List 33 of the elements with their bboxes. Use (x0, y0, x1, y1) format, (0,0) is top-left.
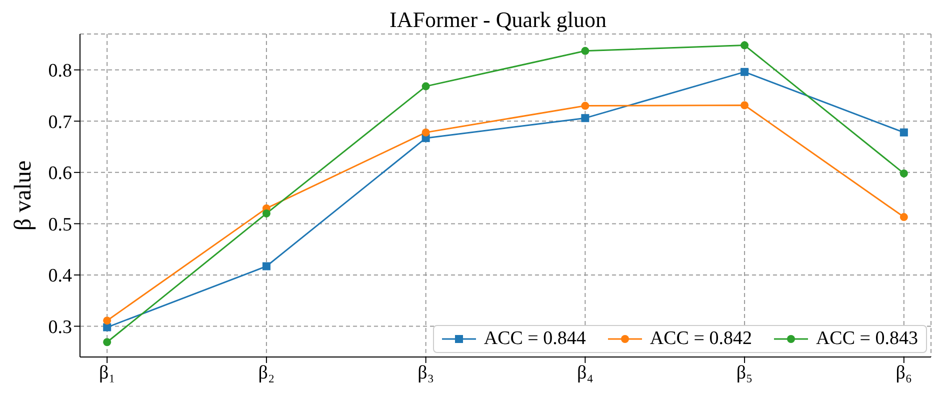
point (740, 41, 749, 50)
x-tick-label: β₅ (736, 362, 753, 384)
point (900, 213, 908, 222)
point (262, 209, 270, 218)
legend-label: ACC = 0.843 (816, 328, 918, 350)
y-tick-label: 0.5 (48, 214, 72, 236)
x-tick-label: β₄ (577, 362, 594, 384)
x-tick-label: β₆ (896, 362, 912, 384)
y-tick-label: 0.7 (48, 112, 72, 133)
x-tick-label: β₃ (418, 362, 434, 384)
x-tick-label: β₂ (258, 362, 275, 384)
y-tick-label: 0.4 (48, 266, 72, 287)
x-tick-label: β₁ (98, 362, 116, 384)
point (103, 338, 112, 346)
point (581, 46, 590, 55)
legend-label: ACC = 0.844 (484, 328, 586, 350)
point (262, 262, 270, 270)
chart-title: IAFormer - Quark gluon (390, 7, 606, 32)
point (581, 102, 590, 110)
legend-label: ACC = 0.842 (650, 328, 752, 350)
point (740, 68, 749, 76)
y-axis-title: β value (10, 160, 37, 231)
point (422, 128, 430, 136)
y-tick-label: 0.6 (48, 163, 72, 184)
point (422, 82, 430, 90)
point (740, 101, 749, 110)
point (581, 114, 590, 122)
y-tick-label: 0.8 (48, 60, 72, 82)
point (900, 169, 908, 178)
y-tick-label: 0.3 (48, 316, 72, 338)
point (103, 316, 112, 325)
point (103, 323, 112, 332)
point (900, 128, 908, 136)
